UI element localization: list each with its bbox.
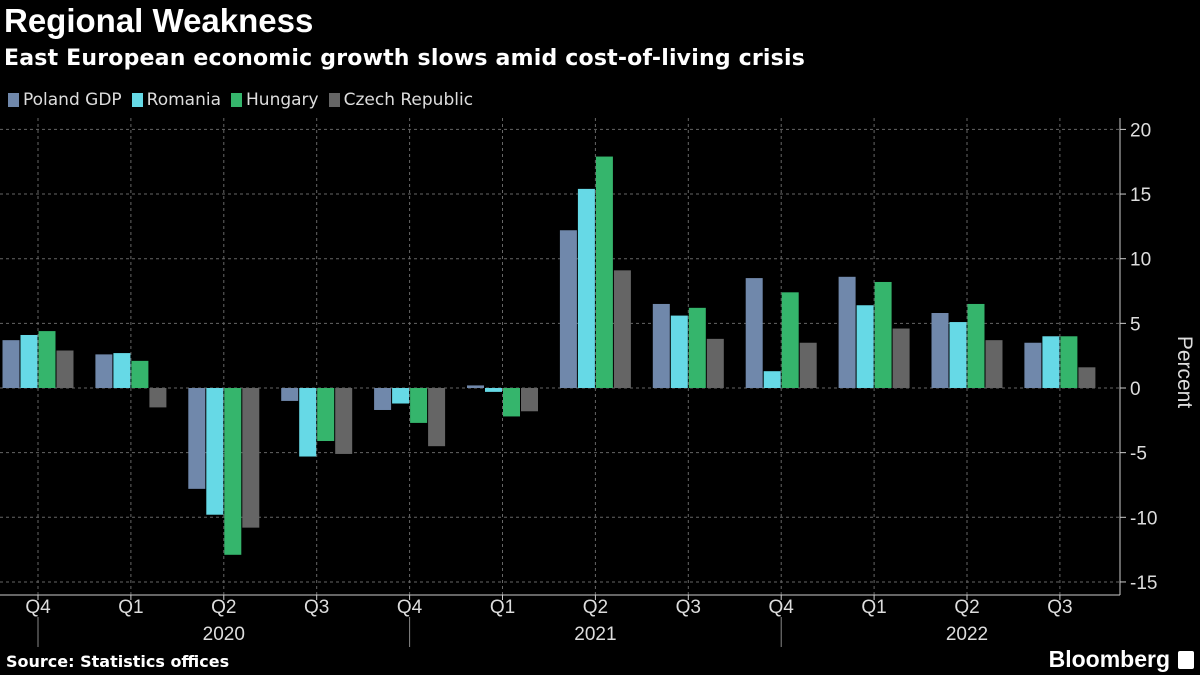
bar-hungary: [131, 360, 149, 388]
source-note: Source: Statistics offices: [6, 652, 230, 671]
x-tick-label: Q4: [397, 597, 423, 618]
y-tick-label: 10: [1130, 250, 1151, 271]
bar-hungary: [224, 388, 242, 555]
bar-poland-gdp: [95, 354, 113, 388]
x-tick-label: Q1: [490, 597, 515, 618]
bar-czech-republic: [521, 388, 538, 412]
y-tick-label: -15: [1130, 573, 1157, 594]
bar-romania: [949, 322, 967, 388]
x-tick-label: Q2: [211, 597, 236, 618]
bar-romania: [20, 334, 38, 388]
bar-hungary: [38, 331, 56, 388]
legend: Poland GDP Romania Hungary Czech Republic: [8, 90, 473, 110]
legend-label: Czech Republic: [343, 90, 474, 110]
bar-czech-republic: [428, 388, 446, 447]
bar-romania: [670, 315, 688, 388]
legend-item: Czech Republic: [328, 90, 474, 110]
bar-romania: [392, 388, 410, 404]
bar-romania: [1042, 336, 1060, 388]
bar-czech-republic: [56, 350, 74, 388]
bar-hungary: [410, 388, 428, 423]
legend-swatch: [131, 93, 143, 107]
year-label: 2020: [203, 624, 245, 645]
bar-poland-gdp: [281, 388, 299, 401]
legend-swatch: [8, 93, 19, 107]
bar-romania: [856, 305, 874, 388]
y-tick-label: 15: [1130, 185, 1151, 206]
bar-hungary: [874, 281, 892, 388]
bar-hungary: [595, 156, 613, 388]
legend-label: Romania: [146, 90, 222, 110]
year-label: 2021: [574, 624, 616, 645]
x-tick-label: Q3: [676, 597, 701, 618]
legend-item: Hungary: [231, 90, 319, 110]
y-tick-label: 0: [1130, 379, 1141, 400]
bloomberg-logo: Bloomberg: [1049, 646, 1194, 673]
bar-hungary: [503, 388, 520, 417]
legend-swatch: [328, 93, 340, 107]
bar-czech-republic: [1078, 367, 1096, 388]
bar-hungary: [1060, 336, 1078, 388]
bar-poland-gdp: [652, 303, 670, 388]
bar-czech-republic: [149, 388, 167, 408]
bar-romania: [577, 188, 595, 388]
y-tick-label: 5: [1130, 314, 1141, 335]
legend-item: Romania: [131, 90, 222, 110]
bar-poland-gdp: [1024, 342, 1042, 388]
bar-czech-republic: [892, 328, 910, 388]
bar-hungary: [781, 292, 799, 388]
brand-name: Bloomberg: [1048, 646, 1170, 672]
bar-poland-gdp: [931, 313, 949, 388]
y-tick-label: 20: [1130, 120, 1151, 141]
bar-czech-republic: [613, 270, 631, 388]
x-tick-label: Q4: [25, 597, 51, 618]
year-label: 2022: [946, 624, 988, 645]
y-tick-label: -5: [1130, 444, 1147, 465]
bar-hungary: [317, 388, 335, 442]
x-tick-label: Q3: [1047, 597, 1072, 618]
bar-poland-gdp: [559, 230, 577, 388]
bar-romania: [299, 388, 317, 457]
x-tick-label: Q1: [861, 597, 886, 618]
bar-poland-gdp: [374, 388, 392, 410]
legend-label: Hungary: [246, 90, 319, 110]
legend-item: Poland GDP: [8, 90, 122, 110]
y-tick-label: -10: [1130, 508, 1157, 529]
bar-poland-gdp: [838, 276, 856, 388]
bar-poland-gdp: [745, 278, 763, 388]
y-axis-label: Percent: [1173, 336, 1196, 409]
bar-czech-republic: [242, 388, 260, 528]
bar-czech-republic: [706, 338, 724, 388]
legend-swatch: [231, 93, 243, 107]
bar-romania: [206, 388, 224, 515]
chart-subtitle: East European economic growth slows amid…: [4, 46, 805, 71]
x-tick-label: Q3: [304, 597, 329, 618]
bar-romania: [763, 371, 781, 388]
chart-title: Regional Weakness: [4, 2, 314, 39]
bar-czech-republic: [335, 388, 353, 454]
bar-hungary: [967, 303, 985, 388]
x-tick-label: Q1: [118, 597, 143, 618]
bar-romania: [113, 353, 131, 388]
x-tick-label: Q4: [769, 597, 795, 618]
x-tick-label: Q2: [583, 597, 608, 618]
bar-poland-gdp: [467, 385, 484, 388]
bar-hungary: [688, 307, 706, 388]
bar-czech-republic: [985, 340, 1003, 388]
bar-romania: [485, 388, 502, 392]
bloomberg-chart-icon: [1178, 650, 1194, 669]
bar-czech-republic: [799, 342, 817, 388]
legend-label: Poland GDP: [23, 90, 122, 110]
x-tick-label: Q2: [954, 597, 979, 618]
bar-poland-gdp: [2, 340, 20, 388]
bar-poland-gdp: [188, 388, 206, 489]
